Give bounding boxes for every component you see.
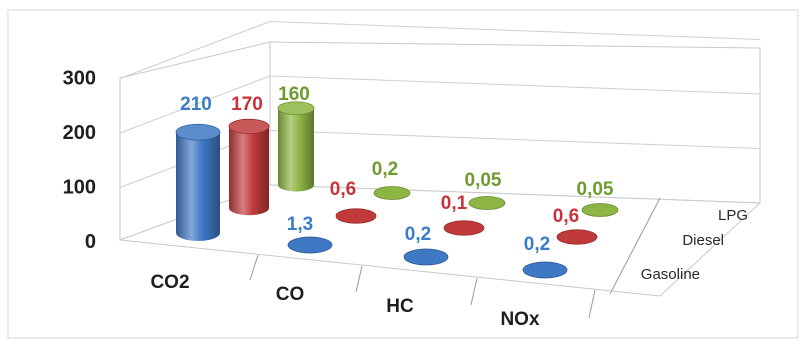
bar-diesel-hc <box>443 220 485 236</box>
category-tick-3 <box>588 289 596 319</box>
bar-lpg-hc <box>468 196 506 210</box>
category-label-co2: CO2 <box>150 272 189 293</box>
bar-gasoline-co2-top <box>175 123 221 141</box>
bar-gasoline-co <box>287 236 333 254</box>
gridline-back-100 <box>269 130 761 149</box>
bar-diesel-co2 <box>229 126 269 216</box>
bar-diesel-nox <box>556 229 598 245</box>
depth-axis-series: LPG Diesel Gasoline <box>609 197 748 295</box>
x-axis-categories: CO2 CO HC NOx <box>150 254 596 330</box>
gridline-left-300 <box>119 21 271 79</box>
category-label-nox: NOx <box>500 309 540 330</box>
y-axis-ticks: 0 100 200 300 <box>63 68 96 254</box>
bar-lpg-co <box>373 186 411 200</box>
data-label-lpg-co2: 160 <box>278 84 310 105</box>
data-label-gasoline-hc: 0,2 <box>405 224 431 245</box>
data-label-diesel-co: 0,6 <box>330 179 356 200</box>
series-label-diesel: Diesel <box>682 232 724 249</box>
bar-lpg-co2 <box>278 108 314 192</box>
category-label-hc: HC <box>386 296 414 317</box>
category-tick-1 <box>355 265 363 293</box>
gridline-left-200 <box>119 75 271 134</box>
data-label-lpg-nox: 0,05 <box>577 179 614 200</box>
bar-gasoline-co2 <box>176 132 220 241</box>
depth-axis-line <box>609 197 661 295</box>
bar-lpg-nox <box>581 203 619 217</box>
series-label-lpg: LPG <box>718 207 748 224</box>
y-tick-label-300: 300 <box>63 68 96 90</box>
data-label-gasoline-nox: 0,2 <box>524 234 550 255</box>
bar-gasoline-hc <box>403 248 449 266</box>
data-label-gasoline-co2: 210 <box>180 94 212 115</box>
bar-diesel-co2-top <box>228 118 270 135</box>
data-label-diesel-nox: 0,6 <box>553 206 579 227</box>
bar-diesel-co <box>335 208 377 224</box>
series-label-gasoline: Gasoline <box>641 266 700 283</box>
bar-gasoline-nox <box>522 261 568 279</box>
y-tick-label-100: 100 <box>63 177 96 199</box>
data-label-gasoline-co: 1,3 <box>287 214 313 235</box>
category-tick-0 <box>249 254 259 281</box>
bar-lpg-co2-top <box>277 101 315 116</box>
data-label-diesel-co2: 170 <box>231 94 263 115</box>
gridline-back-200 <box>269 75 761 95</box>
category-tick-2 <box>470 277 478 306</box>
data-label-lpg-hc: 0,05 <box>465 170 502 191</box>
category-label-co: CO <box>276 284 305 305</box>
data-label-diesel-hc: 0,1 <box>441 193 468 214</box>
y-tick-label-0: 0 <box>85 231 96 253</box>
chart-marks: 160 0,2 0,05 0,05 170 0,6 0,1 0,6 210 1,3 0,2 0,2 <box>175 84 619 279</box>
data-label-lpg-co: 0,2 <box>372 159 398 180</box>
gridline-back-300 <box>269 21 761 40</box>
y-tick-label-200: 200 <box>63 122 96 144</box>
